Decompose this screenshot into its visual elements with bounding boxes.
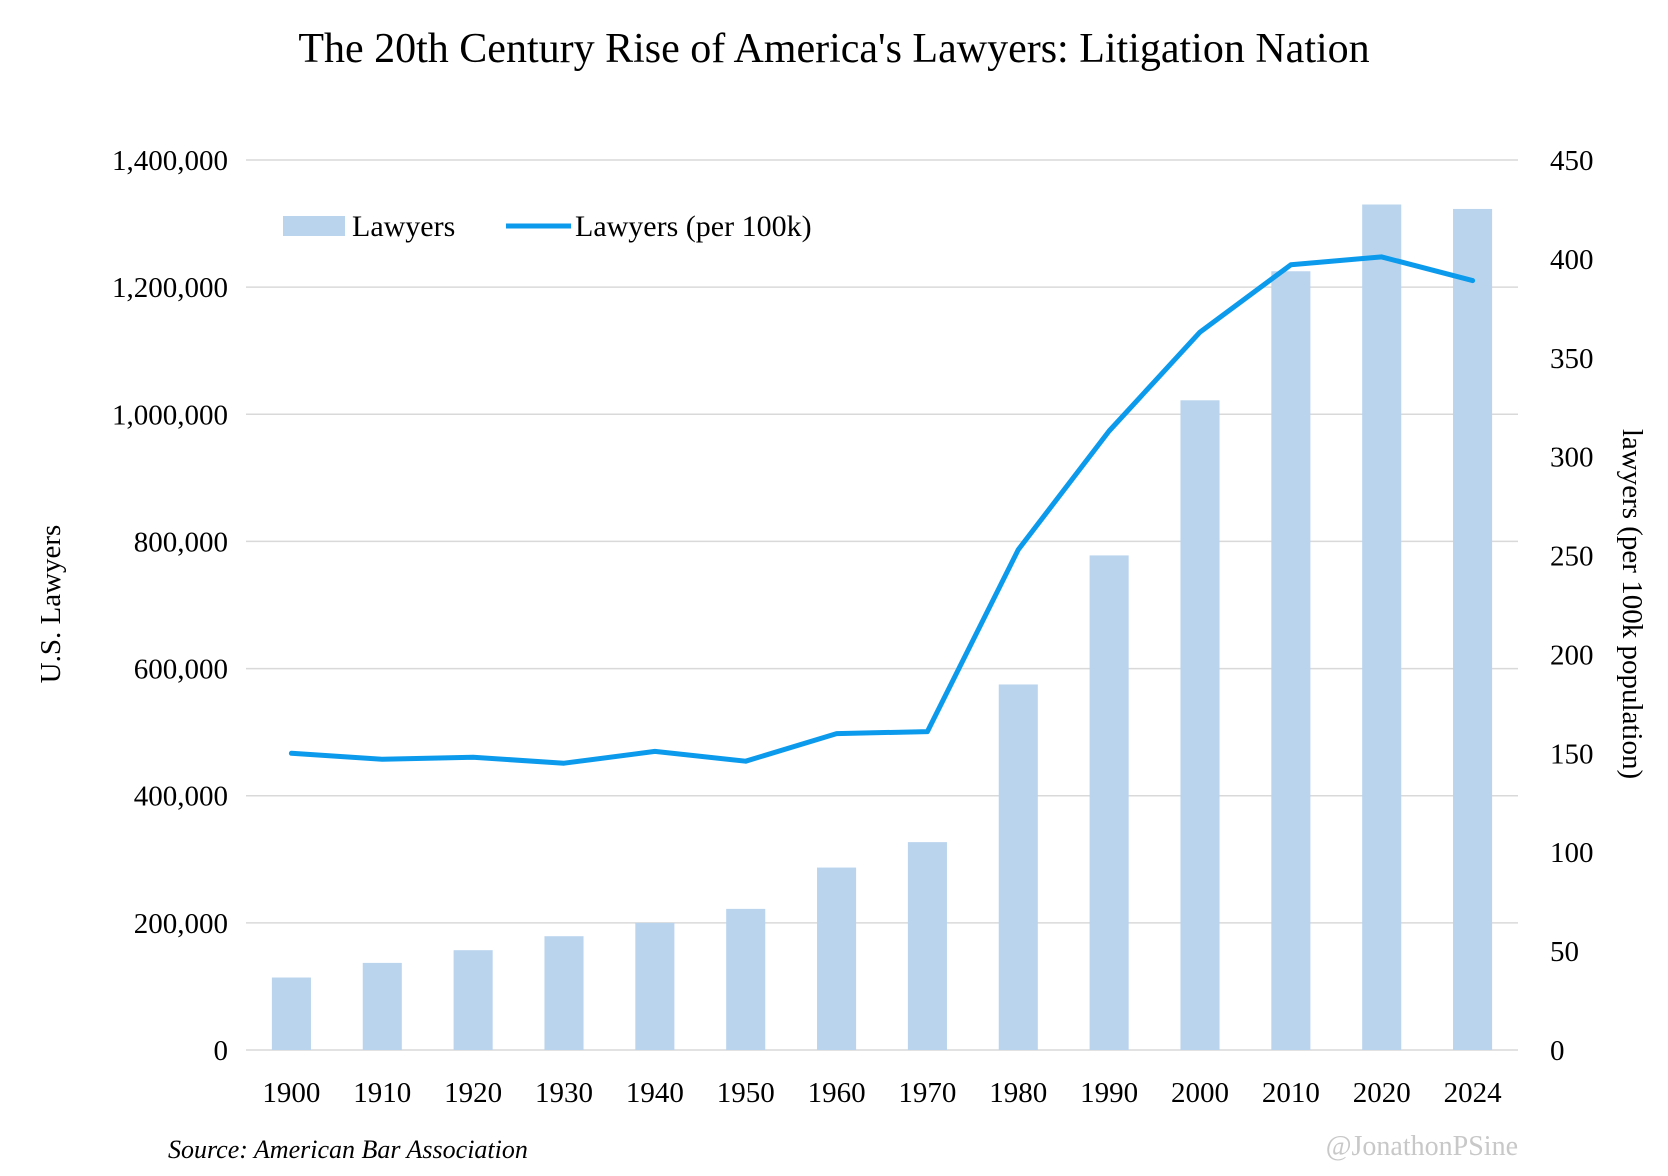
x-tick-label-2000: 2000 [1171, 1077, 1229, 1109]
x-tick-label-1960: 1960 [808, 1077, 866, 1109]
chart-title: The 20th Century Rise of America's Lawye… [298, 26, 1369, 72]
legend-label-lawyers: Lawyers [352, 210, 455, 243]
right-tick-label: 0 [1550, 1035, 1565, 1067]
bar-lawyers-1910 [362, 962, 402, 1050]
right-tick-label: 50 [1550, 936, 1579, 968]
legend-label-lawyers-per-100k: Lawyers (per 100k) [575, 210, 812, 243]
x-tick-label-1980: 1980 [989, 1077, 1047, 1109]
right-tick-label: 200 [1550, 639, 1594, 671]
right-tick-label: 350 [1550, 343, 1594, 375]
left-tick-label: 200,000 [134, 908, 228, 940]
line-lawyers-per-100k [288, 254, 1476, 766]
left-tick-label: 1,000,000 [112, 399, 228, 431]
series-line-lawyers-per-100k [288, 254, 1476, 766]
left-tick-label: 400,000 [134, 781, 228, 813]
right-tick-label: 250 [1550, 541, 1594, 573]
right-tick-label: 150 [1550, 738, 1594, 770]
author-credit: @JonathonPSine [1326, 1131, 1518, 1162]
legend: Lawyers Lawyers (per 100k) [283, 210, 812, 243]
left-axis-ticks: 0 200,000 400,000 600,000 800,000 1,000,000 1,… [112, 145, 228, 1067]
x-tick-label-2024: 2024 [1444, 1077, 1503, 1109]
x-tick-label-2020: 2020 [1353, 1077, 1411, 1109]
bar-lawyers-1980 [998, 684, 1038, 1050]
bar-lawyers-2000 [1180, 400, 1220, 1050]
bar-lawyers-1930 [544, 936, 584, 1050]
x-tick-label-1910: 1910 [353, 1077, 411, 1109]
x-tick-label-1950: 1950 [717, 1077, 775, 1109]
x-tick-label-1970: 1970 [898, 1077, 956, 1109]
x-tick-label-1900: 1900 [262, 1077, 320, 1109]
bar-lawyers-1900 [271, 977, 311, 1050]
x-axis-ticks: 1900 1910 1920 1930 1940 1950 1960 1970 1980 1990… [262, 1077, 1502, 1109]
bar-lawyers-1940 [635, 922, 675, 1050]
right-axis-ticks: 0 50 100 150 200 250 300 350 400 450 [1550, 145, 1594, 1067]
bar-lawyers-1950 [726, 908, 766, 1050]
x-tick-label-2010: 2010 [1262, 1077, 1320, 1109]
gridlines [246, 159, 1518, 1051]
x-tick-label-1990: 1990 [1080, 1077, 1138, 1109]
bar-lawyers-1920 [453, 950, 493, 1050]
source-note: Source: American Bar Association [168, 1135, 528, 1164]
right-tick-label: 450 [1550, 145, 1594, 177]
bar-lawyers-1960 [817, 867, 857, 1050]
bar-lawyers-2024 [1453, 208, 1493, 1050]
right-axis-label: lawyers (per 100k population) [1616, 429, 1648, 779]
right-tick-label: 300 [1550, 442, 1594, 474]
left-tick-label: 1,400,000 [112, 145, 228, 177]
left-tick-label: 800,000 [134, 526, 228, 558]
legend-swatch-lawyers [283, 216, 345, 236]
bars-lawyers [271, 204, 1493, 1050]
left-axis-label: U.S. Lawyers [35, 525, 67, 684]
x-tick-label-1930: 1930 [535, 1077, 593, 1109]
x-tick-label-1940: 1940 [626, 1077, 684, 1109]
left-tick-label: 1,200,000 [112, 272, 228, 304]
bar-lawyers-1990 [1089, 555, 1129, 1050]
left-tick-label: 0 [214, 1035, 229, 1067]
left-tick-label: 600,000 [134, 654, 228, 686]
right-tick-label: 400 [1550, 244, 1594, 276]
bar-lawyers-2020 [1362, 204, 1402, 1050]
bar-lawyers-2010 [1271, 271, 1311, 1050]
right-tick-label: 100 [1550, 837, 1594, 869]
bar-lawyers-1970 [907, 842, 947, 1050]
x-tick-label-1920: 1920 [444, 1077, 502, 1109]
